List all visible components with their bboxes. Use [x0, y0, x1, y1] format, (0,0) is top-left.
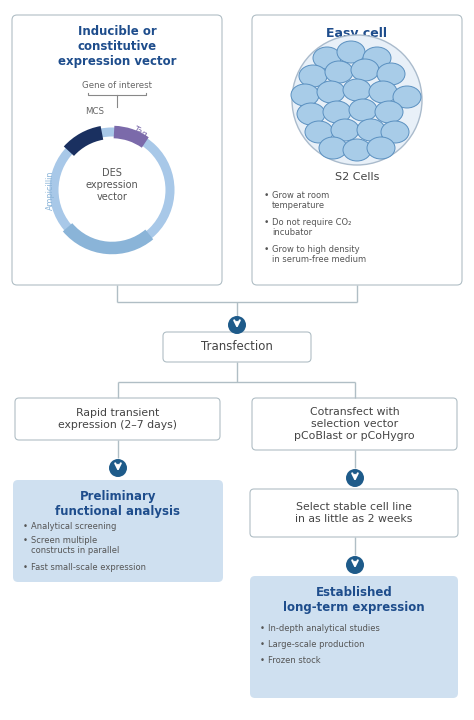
Ellipse shape [323, 101, 351, 123]
Text: Ampicillin: Ampicillin [46, 171, 55, 210]
Text: S2 Cells: S2 Cells [335, 172, 379, 182]
FancyBboxPatch shape [13, 480, 223, 582]
Text: Frozen stock: Frozen stock [268, 656, 320, 665]
Text: •: • [260, 640, 265, 649]
Ellipse shape [351, 59, 379, 81]
Text: Inducible or
constitutive
expression vector: Inducible or constitutive expression vec… [58, 25, 176, 68]
Text: •: • [260, 624, 265, 633]
Ellipse shape [297, 103, 325, 125]
Ellipse shape [325, 61, 353, 83]
Text: •: • [23, 522, 28, 531]
Text: Large-scale production: Large-scale production [268, 640, 365, 649]
Text: •: • [260, 656, 265, 665]
Text: •: • [264, 245, 269, 254]
Text: •: • [23, 536, 28, 545]
Text: DES
expression
vector: DES expression vector [86, 168, 138, 202]
Circle shape [292, 35, 422, 165]
Ellipse shape [317, 81, 345, 103]
Text: •: • [264, 218, 269, 227]
Ellipse shape [337, 41, 365, 63]
Circle shape [346, 556, 364, 574]
Ellipse shape [367, 137, 395, 159]
Ellipse shape [291, 84, 319, 106]
Text: Transfection: Transfection [201, 341, 273, 354]
Text: Select stable cell line
in as little as 2 weeks: Select stable cell line in as little as … [295, 503, 413, 524]
Text: Rapid transient
expression (2–7 days): Rapid transient expression (2–7 days) [58, 408, 177, 430]
Ellipse shape [349, 99, 377, 121]
Ellipse shape [331, 119, 359, 141]
Text: Gene of interest: Gene of interest [82, 81, 152, 90]
FancyBboxPatch shape [252, 15, 462, 285]
Text: Preliminary
functional analysis: Preliminary functional analysis [55, 490, 181, 518]
FancyBboxPatch shape [15, 398, 220, 440]
Text: Screen multiple
constructs in parallel: Screen multiple constructs in parallel [31, 536, 119, 555]
FancyBboxPatch shape [250, 489, 458, 537]
Ellipse shape [393, 86, 421, 108]
Ellipse shape [377, 63, 405, 85]
Ellipse shape [305, 121, 333, 143]
Text: Analytical screening: Analytical screening [31, 522, 117, 531]
Text: Easy cell
culture: Easy cell culture [327, 27, 388, 55]
Text: Fast small-scale expression: Fast small-scale expression [31, 563, 146, 572]
Ellipse shape [375, 101, 403, 123]
Text: Cotransfect with
selection vector
pCoBlast or pCoHygro: Cotransfect with selection vector pCoBla… [294, 408, 415, 441]
Ellipse shape [357, 119, 385, 141]
Ellipse shape [299, 65, 327, 87]
Ellipse shape [319, 137, 347, 159]
Text: •: • [264, 191, 269, 200]
Circle shape [109, 459, 127, 477]
Ellipse shape [313, 47, 341, 69]
Circle shape [346, 469, 364, 487]
FancyBboxPatch shape [250, 576, 458, 698]
FancyBboxPatch shape [12, 15, 222, 285]
Text: Established
long-term expression: Established long-term expression [283, 586, 425, 614]
Text: Do not require CO₂
incubator: Do not require CO₂ incubator [272, 218, 351, 238]
Circle shape [228, 316, 246, 334]
FancyBboxPatch shape [163, 332, 311, 362]
Text: MCS: MCS [85, 107, 104, 115]
Text: Grow to high density
in serum-free medium: Grow to high density in serum-free mediu… [272, 245, 366, 264]
Text: Grow at room
temperature: Grow at room temperature [272, 191, 329, 210]
Text: •: • [23, 563, 28, 572]
Ellipse shape [381, 121, 409, 143]
Ellipse shape [369, 81, 397, 103]
Circle shape [54, 132, 170, 248]
Text: In-depth analytical studies: In-depth analytical studies [268, 624, 380, 633]
FancyBboxPatch shape [252, 398, 457, 450]
Ellipse shape [363, 47, 391, 69]
Ellipse shape [343, 79, 371, 101]
Ellipse shape [343, 139, 371, 161]
Text: Tag: Tag [132, 125, 150, 140]
